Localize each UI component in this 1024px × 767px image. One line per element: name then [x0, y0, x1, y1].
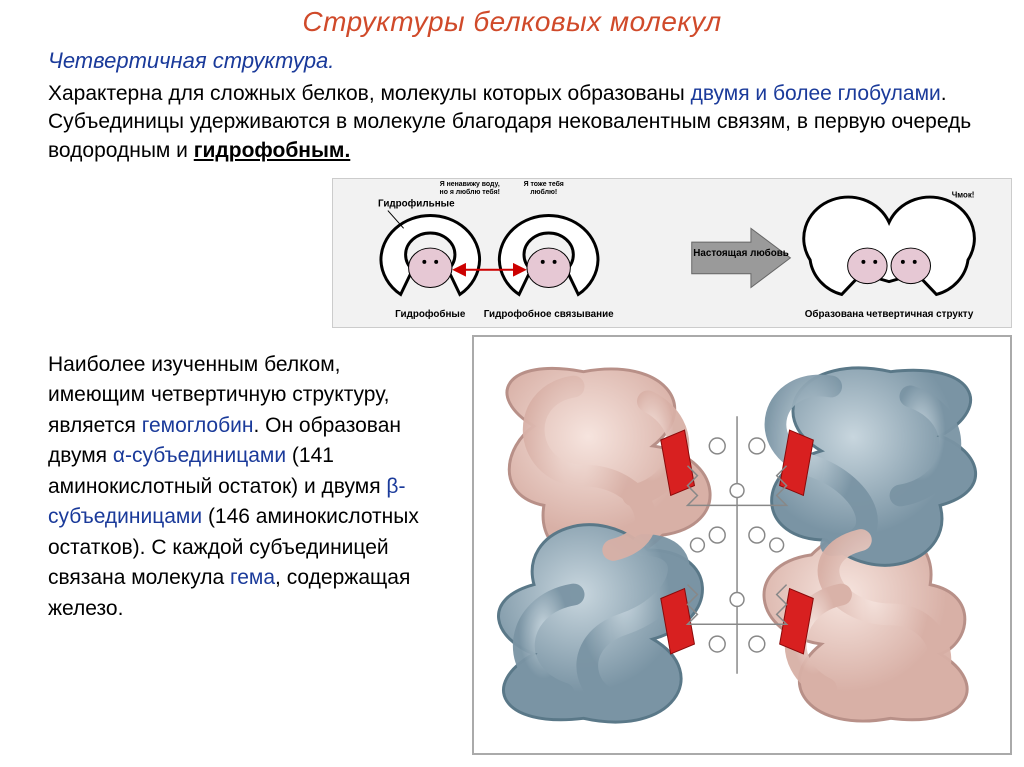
paragraph-2: Наиболее изученным белком, имеющим четве…	[48, 350, 420, 624]
page-title: Структуры белковых молекул	[0, 0, 1024, 38]
p2-b4: гема	[230, 566, 275, 589]
p2-b1: гемоглобин	[142, 414, 254, 437]
label-binding: Гидрофобное связывание	[484, 309, 614, 320]
p1-blue-1: двумя и более глобулами	[691, 82, 941, 105]
arrow-label-1: Настоящая любовь	[693, 248, 789, 259]
speech-3: Чмок!	[938, 191, 987, 200]
hydrophobic-binding-diagram: Настоящая любовь Гидрофильные Гидрофобны…	[332, 178, 1012, 328]
label-result: Образована четвертичная структу	[805, 309, 974, 320]
speech-1: Я ненавижу воду, но я люблю тебя!	[435, 181, 504, 196]
paragraph-1: Характерна для сложных белков, молекулы …	[0, 80, 1024, 165]
hemoglobin-diagram	[472, 335, 1012, 755]
label-hydrophobic: Гидрофобные	[395, 309, 466, 320]
section-subtitle: Четвертичная структура.	[0, 38, 1024, 80]
speech-2: Я тоже тебя люблю!	[514, 181, 573, 196]
p1-bold: гидрофобным.	[194, 139, 351, 162]
p2-b2: α-субъединицами	[113, 444, 286, 467]
p1-text-1: Характерна для сложных белков, молекулы …	[48, 82, 691, 105]
